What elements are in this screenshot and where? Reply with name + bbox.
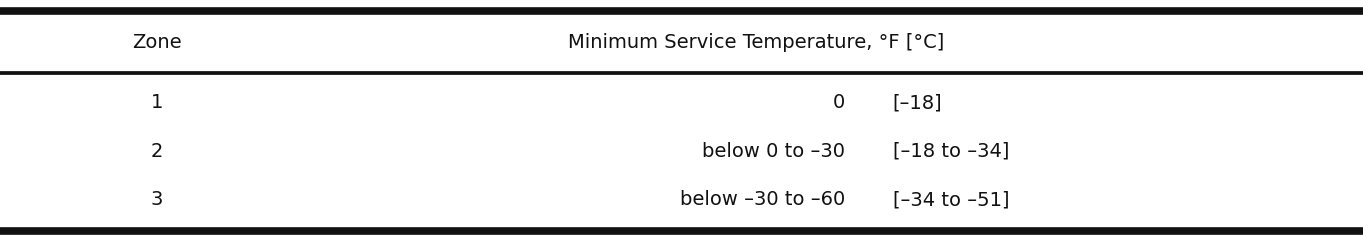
Text: 1: 1 — [150, 93, 164, 112]
Text: below –30 to –60: below –30 to –60 — [680, 190, 845, 209]
Text: below 0 to –30: below 0 to –30 — [702, 142, 845, 161]
Text: 0: 0 — [833, 93, 845, 112]
Text: Zone: Zone — [132, 33, 181, 52]
Text: 2: 2 — [150, 142, 164, 161]
Text: Minimum Service Temperature, °F [°C]: Minimum Service Temperature, °F [°C] — [568, 33, 945, 52]
Text: [–34 to –51]: [–34 to –51] — [893, 190, 1009, 209]
Text: [–18]: [–18] — [893, 93, 942, 112]
Text: [–18 to –34]: [–18 to –34] — [893, 142, 1009, 161]
Text: 3: 3 — [150, 190, 164, 209]
